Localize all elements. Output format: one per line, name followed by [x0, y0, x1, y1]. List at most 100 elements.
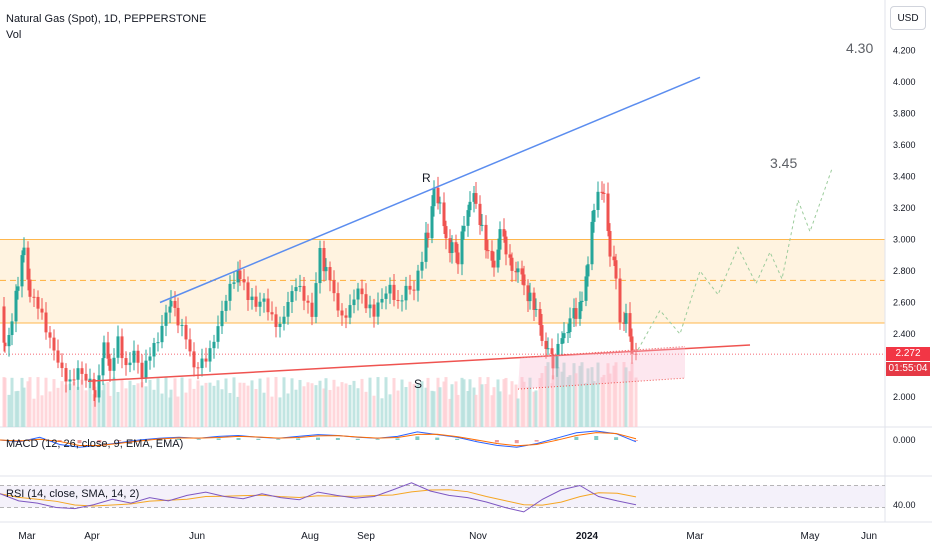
candle-body	[250, 296, 254, 301]
volume-bar	[504, 377, 508, 427]
volume-bar	[454, 381, 458, 427]
candle-body	[294, 287, 298, 292]
volume-bar	[544, 366, 548, 427]
macd-histogram-bar	[77, 440, 82, 444]
candle-body	[152, 342, 156, 357]
volume-bar	[624, 367, 628, 427]
candle-body	[572, 308, 576, 319]
volume-bar	[176, 396, 180, 427]
volume-bar	[490, 395, 494, 427]
candle-body	[456, 252, 460, 265]
volume-bar	[144, 386, 148, 427]
candle-body	[14, 290, 18, 322]
macd-histogram-bar	[514, 440, 519, 444]
candle-body	[508, 254, 512, 258]
volume-bar	[522, 381, 526, 427]
candle-body	[368, 304, 372, 309]
volume-bar	[10, 377, 14, 427]
volume-bar	[266, 377, 270, 427]
candle-body	[555, 354, 559, 369]
candle-body	[352, 299, 356, 306]
volume-bar	[220, 389, 224, 427]
volume-bar	[7, 394, 11, 427]
macd-histogram-bar	[634, 440, 638, 441]
rsi-ma-line	[0, 489, 637, 507]
candle-body	[566, 332, 570, 334]
supply-demand-zone	[0, 239, 885, 355]
candle-body	[348, 305, 352, 318]
candle-body	[450, 242, 454, 254]
volume-bar	[80, 379, 84, 427]
volume-bar	[538, 378, 542, 427]
volume-bar	[442, 381, 446, 427]
candle-body	[426, 232, 430, 239]
volume-bar	[510, 381, 514, 427]
volume-bar	[236, 396, 240, 427]
volume-bar	[408, 381, 412, 427]
macd-histogram-bar	[614, 437, 619, 440]
candle-body	[336, 293, 340, 311]
candle-body	[298, 285, 302, 288]
rsi-band	[0, 485, 885, 508]
candle-body	[460, 231, 464, 265]
candle-body	[442, 202, 446, 227]
candle-body	[148, 356, 152, 361]
candle-body	[36, 296, 40, 309]
candle-body	[196, 367, 200, 369]
candle-body	[590, 221, 594, 265]
volume-bar	[52, 379, 56, 427]
macd-histogram-bar	[256, 438, 261, 440]
candle-body	[420, 261, 424, 271]
currency-button[interactable]: USD	[890, 6, 926, 30]
candle-body	[236, 270, 240, 283]
candle-body	[340, 310, 344, 316]
candle-body	[40, 308, 44, 313]
volume-bar	[618, 382, 622, 427]
macd-histogram-bar	[196, 439, 201, 440]
volume-bar	[48, 391, 52, 427]
volume-bar	[380, 398, 384, 427]
volume-bar	[628, 371, 632, 427]
rsi-pane	[0, 482, 885, 513]
candle-body	[592, 209, 596, 222]
candle-body	[68, 379, 72, 382]
volume-bar	[136, 383, 140, 427]
volume-bar	[360, 378, 364, 427]
volume-bar	[322, 388, 326, 427]
candle-body	[124, 358, 128, 366]
candle-body	[496, 249, 500, 268]
volume-bar	[44, 377, 48, 427]
date-tick-label: Mar	[18, 531, 36, 542]
volume-bar	[310, 383, 314, 427]
candle-body	[140, 362, 144, 378]
resistance-label: R	[422, 171, 431, 185]
volume-bar	[514, 384, 518, 427]
candle-body	[332, 280, 336, 294]
volume-bar	[462, 379, 466, 427]
volume-bar	[16, 390, 20, 427]
candle-body	[486, 250, 490, 252]
candle-body	[169, 300, 173, 307]
volume-bar	[180, 377, 184, 427]
volume-bar	[412, 383, 416, 427]
volume-bar	[148, 379, 152, 427]
candle-body	[314, 283, 318, 317]
candle-body	[238, 270, 242, 280]
volume-bar	[106, 382, 110, 427]
candlesticks[interactable]	[2, 176, 638, 407]
candle-body	[176, 307, 180, 326]
volume-bar	[460, 377, 464, 427]
candle-body	[628, 313, 632, 337]
volume-bar	[376, 377, 380, 427]
candle-body	[462, 225, 466, 232]
volume-bar	[224, 378, 228, 427]
chart-title: Natural Gas (Spot), 1D, PEPPERSTONE	[6, 13, 207, 25]
candle-body	[568, 318, 572, 333]
target-3-45-label: 3.45	[770, 155, 798, 171]
volume-bar	[498, 391, 502, 427]
price-tick-label: 2.400	[893, 329, 916, 339]
trend-lines[interactable]	[87, 76, 751, 390]
candle-body	[44, 312, 48, 333]
candle-body	[438, 202, 442, 204]
